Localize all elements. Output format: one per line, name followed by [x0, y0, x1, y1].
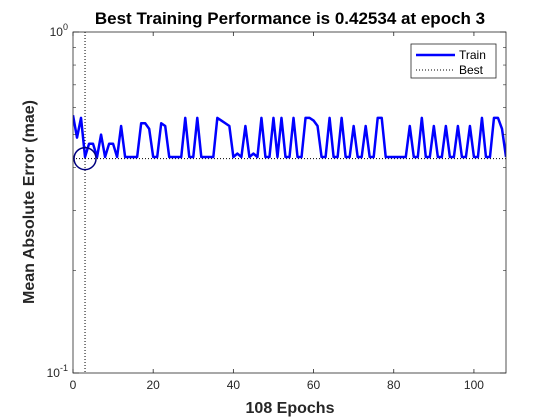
chart-title: Best Training Performance is 0.42534 at … — [95, 9, 485, 28]
series-layer — [73, 32, 506, 373]
x-tick-label: 40 — [227, 378, 241, 392]
best-circle-marker — [73, 146, 97, 171]
x-tick-label: 100 — [464, 378, 484, 392]
y-tick-label: 10-1 — [47, 363, 68, 380]
axes-layer: 0 20 40 60 80 100 10-1 100 — [47, 22, 507, 392]
x-tick-label: 80 — [387, 378, 401, 392]
y-axis-label: Mean Absolute Error (mae) — [21, 100, 38, 304]
legend: Train Best — [410, 43, 497, 79]
y-tick-label: 100 — [50, 22, 68, 39]
legend-box — [410, 43, 497, 79]
x-tick-label: 0 — [70, 378, 77, 392]
x-tick-label: 20 — [147, 378, 161, 392]
train-line — [73, 115, 506, 159]
legend-best-label: Best — [459, 63, 484, 77]
x-tick-label: 60 — [307, 378, 321, 392]
x-axis-label: 108 Epochs — [246, 400, 335, 417]
axes-box — [72, 31, 507, 374]
plot-area — [73, 32, 506, 373]
legend-train-label: Train — [459, 48, 486, 62]
